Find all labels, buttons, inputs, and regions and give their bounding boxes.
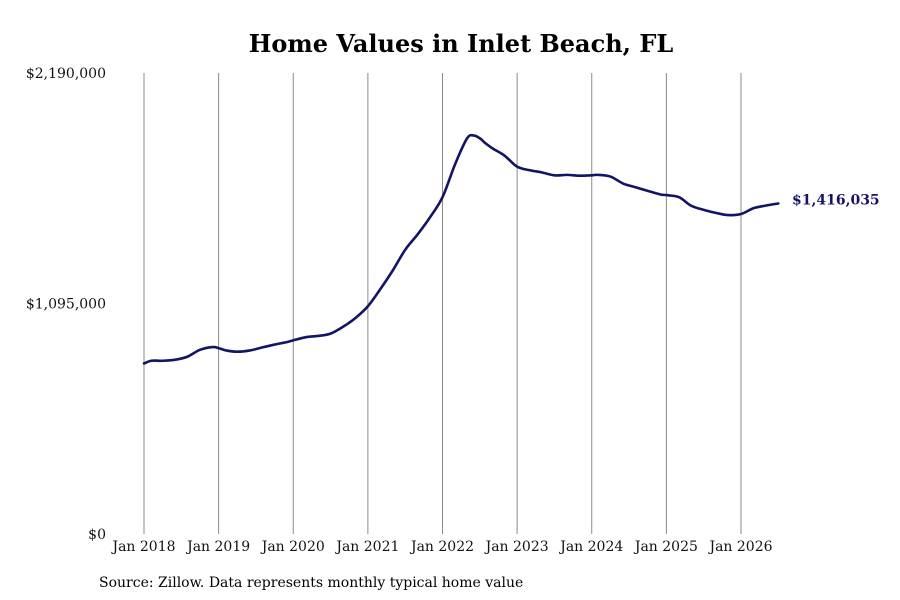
chart-title: Home Values in Inlet Beach, FL (249, 29, 674, 58)
source-note: Source: Zillow. Data represents monthly … (99, 575, 523, 591)
x-tick-label: Jan 2023 (484, 539, 549, 555)
vertical-gridlines (143, 73, 742, 534)
series-layer (142, 133, 780, 365)
x-axis-tick-labels: Jan 2018 Jan 2019 Jan 2020 Jan 2021 Jan 2022… (110, 539, 772, 555)
x-tick-label: Jan 2018 (110, 539, 175, 555)
x-tick-label: Jan 2025 (633, 539, 698, 555)
x-tick-label: Jan 2024 (558, 539, 623, 555)
x-tick-label: Jan 2020 (260, 539, 325, 555)
x-tick-label: Jan 2019 (185, 539, 250, 555)
y-tick-label: $1,095,000 (26, 297, 106, 313)
latest-value-label: $1,416,035 (792, 193, 880, 209)
x-tick-label: Jan 2026 (707, 539, 772, 555)
home-value-line (142, 133, 780, 365)
end-label-layer: $1,416,035 (792, 193, 880, 209)
y-tick-label: $0 (88, 527, 106, 543)
y-axis-tick-labels: $0 $1,095,000 $2,190,000 (26, 66, 106, 543)
x-tick-label: Jan 2021 (334, 539, 399, 555)
y-tick-label: $2,190,000 (26, 66, 106, 82)
x-tick-label: Jan 2022 (409, 539, 474, 555)
